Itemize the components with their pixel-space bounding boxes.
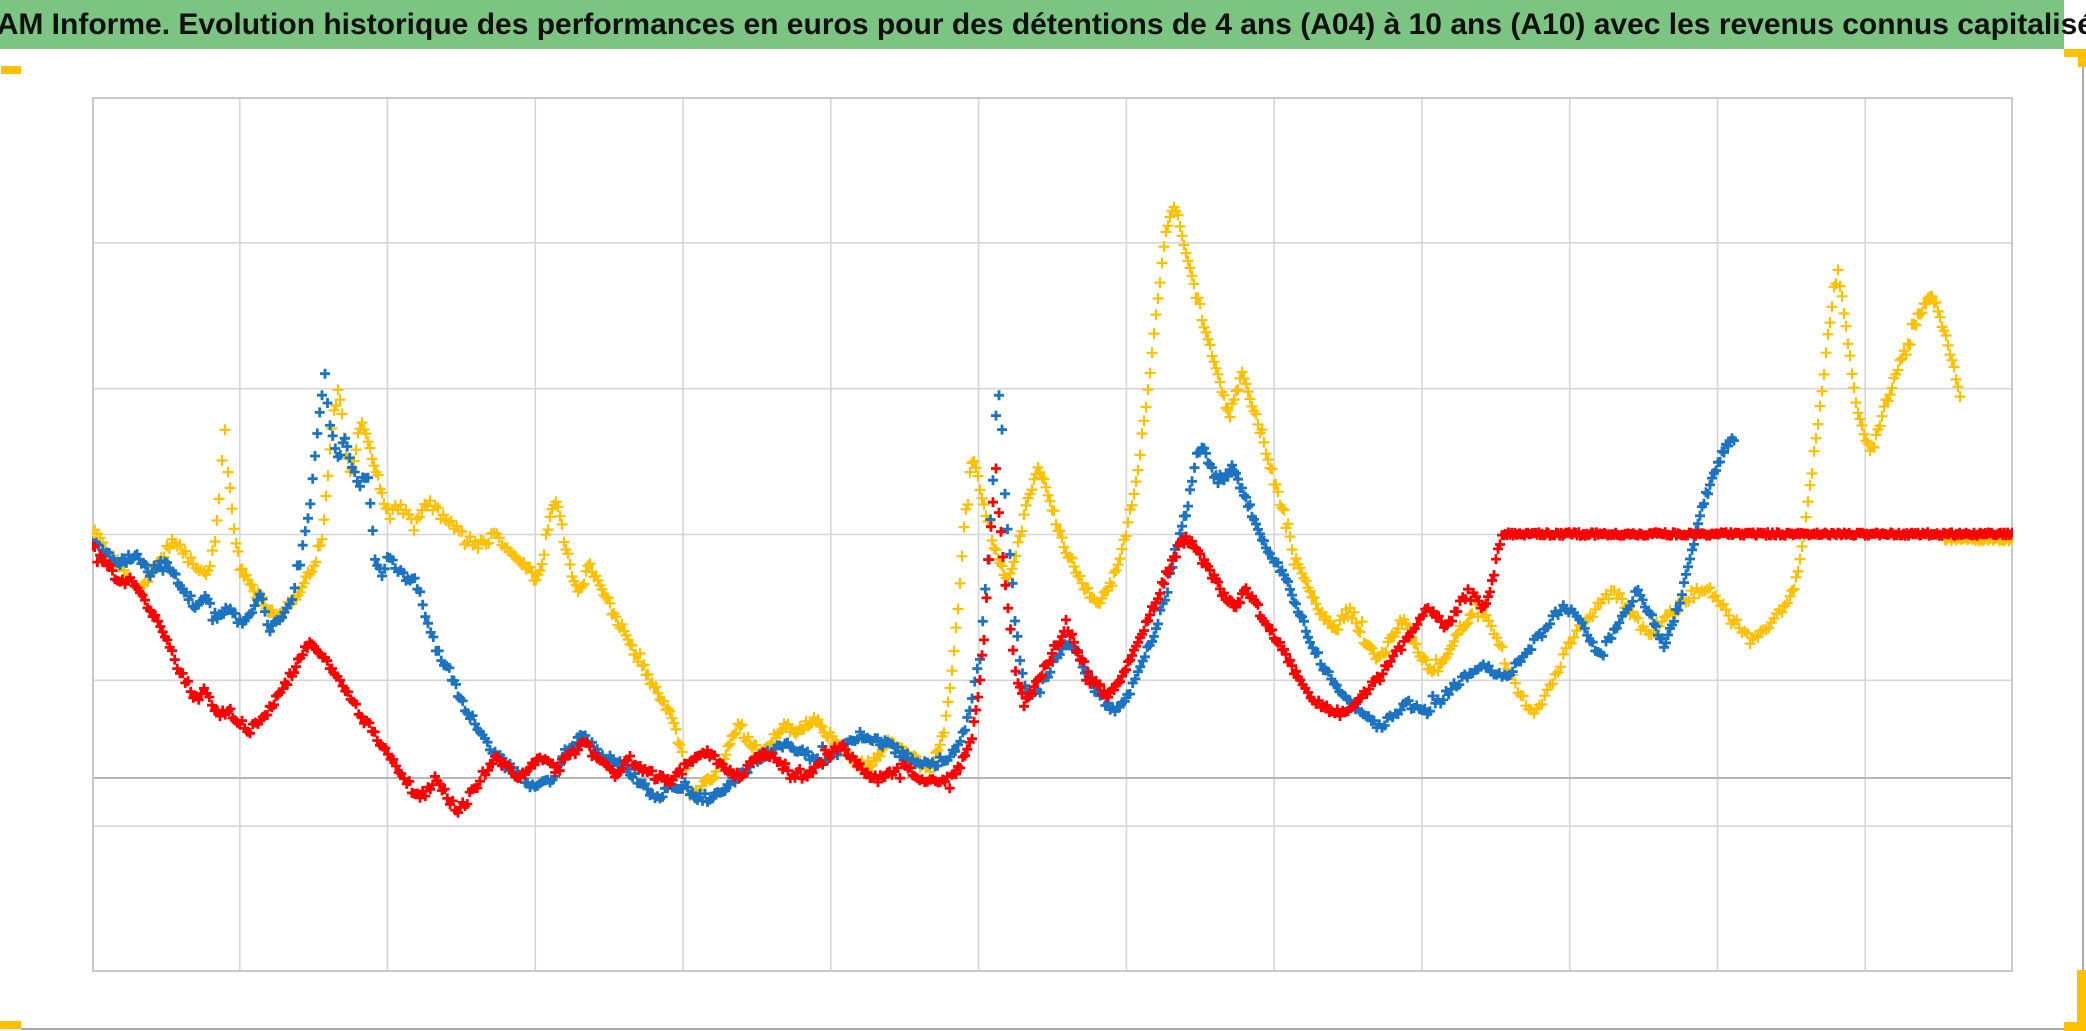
series-blue [92, 368, 1739, 807]
corner-accent-top-right-v [2078, 49, 2086, 67]
corner-accent-bottom-left [0, 1021, 21, 1029]
corner-accent-top-left [1, 66, 21, 74]
corner-accent-bottom-right-h [2064, 1022, 2086, 1031]
title-bar: ADAM Informe. Evolution historique des p… [0, 0, 2086, 49]
series-gold [92, 201, 2013, 801]
corner-accent-bottom-right-v [2077, 970, 2086, 1031]
page-edge-right [2082, 67, 2084, 970]
scatter-chart [92, 97, 2013, 972]
page-title: ADAM Informe. Evolution historique des p… [0, 7, 2086, 41]
corner-accent-top-right-h [2064, 49, 2086, 57]
chart-plot-area [92, 97, 2013, 972]
page-edge-bottom [21, 1028, 2064, 1030]
series-red [92, 463, 2013, 818]
